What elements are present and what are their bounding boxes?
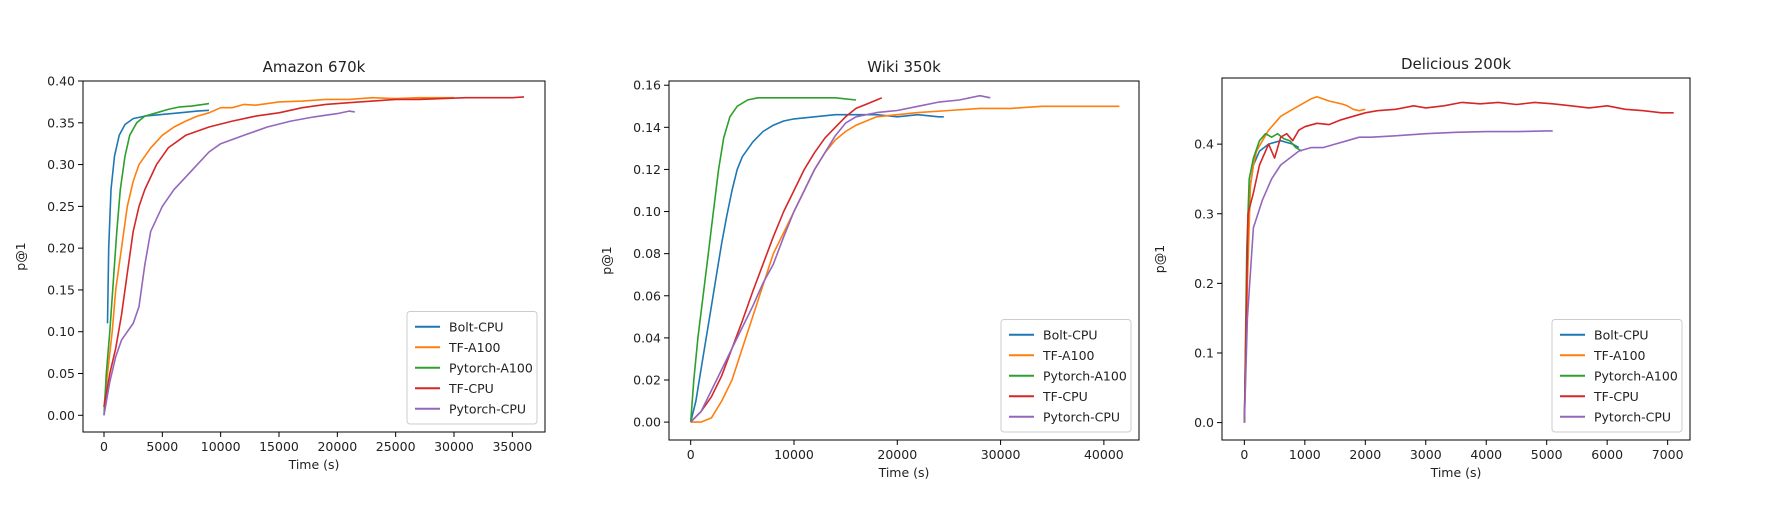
series-line-tf-a100 — [103, 96, 454, 407]
x-tick-label: 30000 — [981, 447, 1021, 462]
legend-box — [406, 311, 538, 425]
x-axis-label: Time (s) — [288, 457, 340, 472]
x-tick-label: 5000 — [146, 439, 178, 454]
legend-label: Pytorch-CPU — [1043, 409, 1120, 424]
y-tick-label: 0.40 — [47, 74, 75, 89]
plot-frame — [1221, 77, 1691, 441]
x-tick-label: 5000 — [1531, 447, 1563, 462]
series-line-pytorch-cpu — [103, 110, 355, 416]
series-line-bolt-cpu — [689, 113, 944, 423]
chart-panel-1: 0 5000 10000 15000 20000 25000 30000 35000 0.00 0… — [13, 58, 546, 472]
y-tick-label: 0.10 — [633, 204, 661, 219]
y-tick-label: 0.4 — [1194, 137, 1214, 152]
series-line-tf-cpu — [103, 96, 525, 408]
y-tick-label: 0.00 — [633, 415, 661, 430]
x-tick-label: 40000 — [1084, 447, 1124, 462]
legend-label: TF-A100 — [1593, 348, 1646, 363]
legend-label: Pytorch-A100 — [1043, 368, 1127, 383]
y-tick-label: 0.08 — [633, 246, 661, 261]
chart-panel-2: 0 10000 20000 30000 40000 0.00 0.02 0.04 0.06 0.0… — [599, 58, 1140, 480]
x-tick-label: 10000 — [774, 447, 814, 462]
series-line-bolt-cpu — [1243, 139, 1300, 423]
y-tick-label: 0.30 — [47, 157, 75, 172]
x-tick-label: 15000 — [259, 439, 299, 454]
x-tick-label: 30000 — [434, 439, 474, 454]
legend: Bolt-CPU TF-A100 Pytorch-A100 TF-CPU Pytorch… — [1000, 319, 1132, 433]
legend-label: Pytorch-A100 — [449, 360, 533, 375]
y-tick-label: 0.10 — [47, 324, 75, 339]
x-tick-label: 20000 — [877, 447, 917, 462]
chart-panel-3: 0 1000 2000 3000 4000 5000 6000 7000 0.0 0.1 0.2 0.… — [1152, 55, 1691, 480]
x-axis-label: Time (s) — [878, 465, 930, 480]
chart-title: Delicious 200k — [1401, 55, 1511, 73]
legend-label: TF-A100 — [1042, 348, 1095, 363]
x-tick-label: 3000 — [1410, 447, 1442, 462]
series-line-pytorch-a100 — [1243, 132, 1303, 423]
legend-label: Pytorch-CPU — [449, 401, 526, 416]
x-tick-label: 2000 — [1349, 447, 1381, 462]
legend-box — [1551, 319, 1683, 433]
legend-box — [1000, 319, 1132, 433]
x-tick-label: 10000 — [201, 439, 241, 454]
x-tick-label: 1000 — [1289, 447, 1321, 462]
x-tick-label: 35000 — [492, 439, 532, 454]
x-tick-label: 0 — [1240, 447, 1248, 462]
y-tick-label: 0.06 — [633, 288, 661, 303]
y-tick-label: 0.16 — [633, 78, 661, 93]
legend: Bolt-CPU TF-A100 Pytorch-A100 TF-CPU Pytorch… — [406, 311, 538, 425]
series-line-pytorch-cpu — [690, 94, 991, 423]
x-tick-label: 25000 — [376, 439, 416, 454]
y-tick-label: 0.15 — [47, 282, 75, 297]
legend: Bolt-CPU TF-A100 Pytorch-A100 TF-CPU Pytorch… — [1551, 319, 1683, 433]
y-tick-label: 0.00 — [47, 408, 75, 423]
x-tick-label: 0 — [687, 447, 695, 462]
plot-frame — [82, 80, 546, 433]
series-line-tf-a100 — [690, 105, 1120, 423]
y-axis-label: p@1 — [599, 246, 614, 274]
series-line-tf-cpu — [1243, 101, 1674, 423]
y-tick-label: 0.25 — [47, 199, 75, 214]
x-tick-label: 7000 — [1652, 447, 1684, 462]
y-tick-label: 0.35 — [47, 115, 75, 130]
x-axis-label: Time (s) — [1430, 465, 1482, 480]
y-tick-label: 0.0 — [1194, 415, 1214, 430]
series-line-tf-a100 — [1243, 96, 1366, 423]
legend-label: Bolt-CPU — [1594, 327, 1649, 342]
series-line-tf-cpu — [690, 97, 883, 423]
y-tick-label: 0.12 — [633, 162, 661, 177]
series-line-pytorch-a100 — [689, 97, 857, 423]
legend-label: TF-A100 — [448, 340, 501, 355]
series-line-pytorch-cpu — [1243, 130, 1553, 423]
legend-label: Bolt-CPU — [1043, 327, 1098, 342]
x-tick-label: 20000 — [317, 439, 357, 454]
series-line-pytorch-a100 — [103, 102, 210, 416]
y-tick-label: 0.04 — [633, 330, 661, 345]
legend-label: Bolt-CPU — [449, 319, 504, 334]
y-tick-label: 0.2 — [1194, 276, 1214, 291]
legend-label: TF-CPU — [1593, 389, 1639, 404]
y-tick-label: 0.1 — [1194, 345, 1214, 360]
x-tick-label: 6000 — [1591, 447, 1623, 462]
legend-label: Pytorch-CPU — [1594, 409, 1671, 424]
legend-label: Pytorch-A100 — [1594, 368, 1678, 383]
y-axis-label: p@1 — [13, 242, 28, 270]
y-tick-label: 0.20 — [47, 241, 75, 256]
legend-label: TF-CPU — [1042, 389, 1088, 404]
legend-label: TF-CPU — [448, 381, 494, 396]
chart-title: Amazon 670k — [263, 58, 366, 76]
series-line-bolt-cpu — [106, 109, 210, 324]
chart-title: Wiki 350k — [867, 58, 941, 76]
plot-frame — [668, 80, 1140, 441]
y-tick-label: 0.05 — [47, 366, 75, 381]
x-tick-label: 0 — [100, 439, 108, 454]
y-tick-label: 0.3 — [1194, 206, 1214, 221]
x-tick-label: 4000 — [1470, 447, 1502, 462]
y-axis-label: p@1 — [1152, 245, 1167, 273]
y-tick-label: 0.02 — [633, 372, 661, 387]
y-tick-label: 0.14 — [633, 120, 661, 135]
